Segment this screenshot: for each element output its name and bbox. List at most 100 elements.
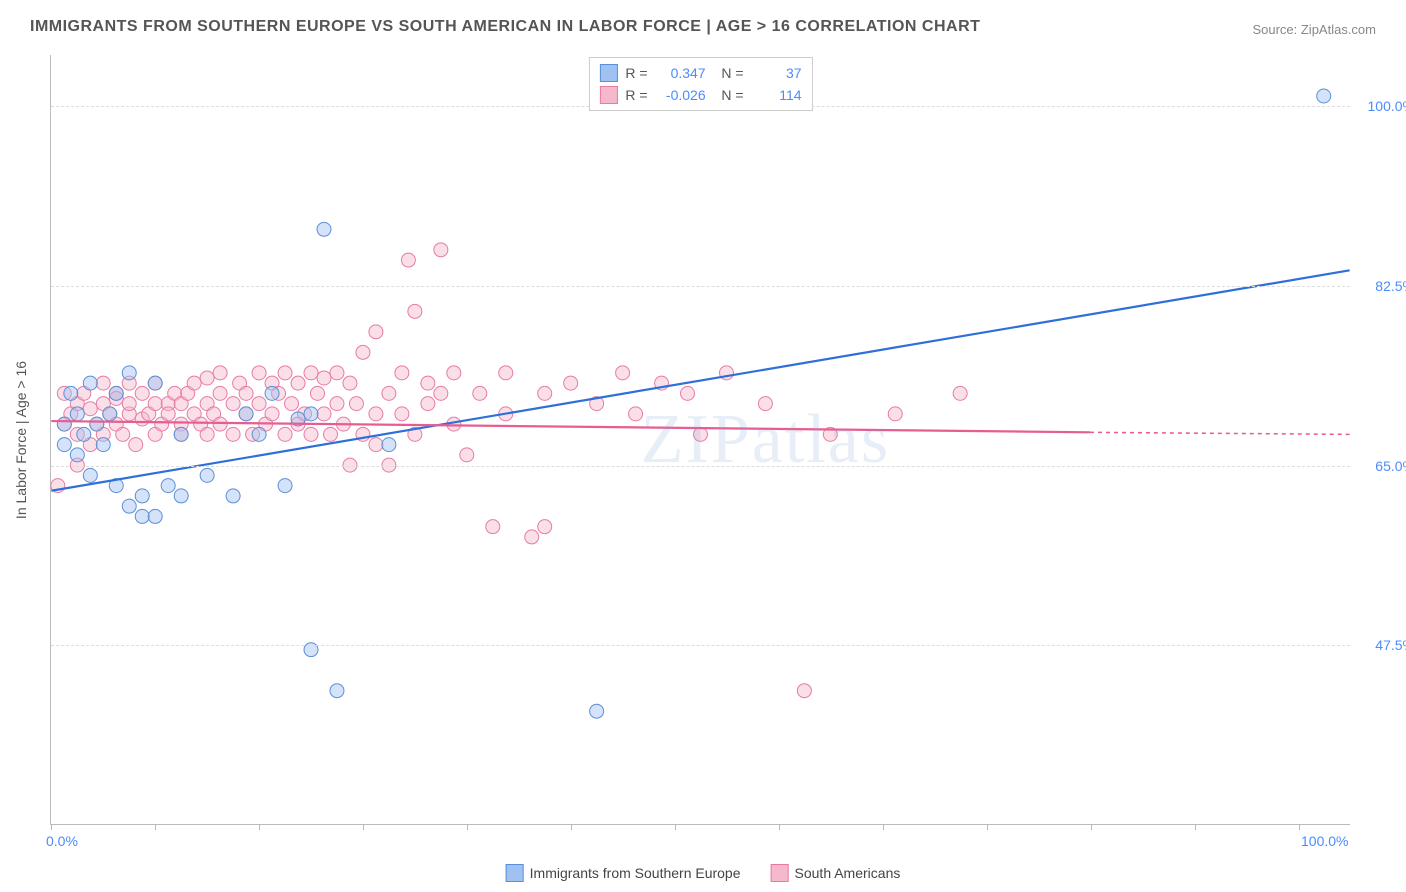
scatter-point (265, 407, 279, 421)
legend-swatch (771, 864, 789, 882)
n-label: N = (714, 87, 744, 103)
scatter-point (304, 407, 318, 421)
legend-correlation: R = 0.347 N = 37 R = -0.026 N = 114 (588, 57, 812, 111)
x-tick (259, 824, 260, 830)
scatter-point (1317, 89, 1331, 103)
scatter-point (382, 438, 396, 452)
legend-label: Immigrants from Southern Europe (530, 865, 741, 881)
scatter-point (122, 366, 136, 380)
chart-svg (51, 55, 1350, 824)
scatter-point (57, 417, 71, 431)
gridline (51, 466, 1350, 467)
scatter-point (148, 397, 162, 411)
scatter-point (239, 407, 253, 421)
scatter-point (278, 427, 292, 441)
y-tick-label: 47.5% (1355, 637, 1406, 653)
legend-item: South Americans (771, 864, 901, 882)
legend-bottom: Immigrants from Southern Europe South Ame… (506, 864, 901, 882)
swatch-pink (599, 86, 617, 104)
scatter-point (226, 489, 240, 503)
scatter-point (109, 386, 123, 400)
scatter-point (473, 386, 487, 400)
scatter-point (200, 468, 214, 482)
scatter-point (317, 407, 331, 421)
scatter-point (694, 427, 708, 441)
scatter-point (953, 386, 967, 400)
scatter-point (83, 402, 97, 416)
y-tick-label: 100.0% (1355, 98, 1406, 114)
scatter-point (343, 376, 357, 390)
scatter-point (349, 397, 363, 411)
source-prefix: Source: (1252, 22, 1300, 37)
scatter-point (135, 509, 149, 523)
scatter-point (356, 345, 370, 359)
scatter-point (629, 407, 643, 421)
scatter-point (681, 386, 695, 400)
scatter-point (616, 366, 630, 380)
scatter-point (103, 407, 117, 421)
x-tick (883, 824, 884, 830)
scatter-point (213, 386, 227, 400)
scatter-point (564, 376, 578, 390)
scatter-point (200, 427, 214, 441)
scatter-point (330, 397, 344, 411)
scatter-point (311, 386, 325, 400)
scatter-point (408, 304, 422, 318)
scatter-point (525, 530, 539, 544)
n-value-pink: 114 (752, 87, 802, 103)
scatter-point (797, 684, 811, 698)
scatter-point (434, 386, 448, 400)
gridline (51, 286, 1350, 287)
scatter-point (291, 376, 305, 390)
scatter-point (395, 407, 409, 421)
scatter-point (57, 438, 71, 452)
scatter-point (252, 366, 266, 380)
scatter-point (213, 417, 227, 431)
x-tick (467, 824, 468, 830)
legend-row-pink: R = -0.026 N = 114 (599, 84, 801, 106)
scatter-point (64, 386, 78, 400)
scatter-point (590, 704, 604, 718)
y-axis-label: In Labor Force | Age > 16 (13, 360, 29, 518)
x-tick (51, 824, 52, 830)
scatter-point (285, 397, 299, 411)
scatter-point (317, 222, 331, 236)
scatter-point (226, 397, 240, 411)
r-label: R = (625, 65, 647, 81)
scatter-point (421, 397, 435, 411)
x-tick (571, 824, 572, 830)
scatter-point (382, 386, 396, 400)
scatter-point (148, 376, 162, 390)
scatter-point (499, 366, 513, 380)
x-tick (155, 824, 156, 830)
scatter-point (317, 371, 331, 385)
scatter-point (135, 386, 149, 400)
scatter-point (174, 427, 188, 441)
legend-swatch (506, 864, 524, 882)
legend-row-blue: R = 0.347 N = 37 (599, 62, 801, 84)
legend-label: South Americans (795, 865, 901, 881)
scatter-point (129, 438, 143, 452)
scatter-point (421, 376, 435, 390)
r-value-blue: 0.347 (656, 65, 706, 81)
x-tick (779, 824, 780, 830)
scatter-point (200, 371, 214, 385)
scatter-point (96, 376, 110, 390)
y-tick-label: 82.5% (1355, 278, 1406, 294)
x-tick (675, 824, 676, 830)
scatter-point (330, 684, 344, 698)
scatter-point (278, 479, 292, 493)
scatter-point (330, 366, 344, 380)
scatter-point (90, 417, 104, 431)
source-credit: Source: ZipAtlas.com (1252, 22, 1376, 37)
scatter-point (369, 407, 383, 421)
scatter-point (252, 397, 266, 411)
x-tick-label: 100.0% (1301, 833, 1348, 849)
scatter-point (161, 407, 175, 421)
scatter-point (304, 427, 318, 441)
scatter-point (434, 243, 448, 257)
scatter-point (77, 427, 91, 441)
scatter-point (888, 407, 902, 421)
scatter-point (323, 427, 337, 441)
scatter-point (213, 366, 227, 380)
